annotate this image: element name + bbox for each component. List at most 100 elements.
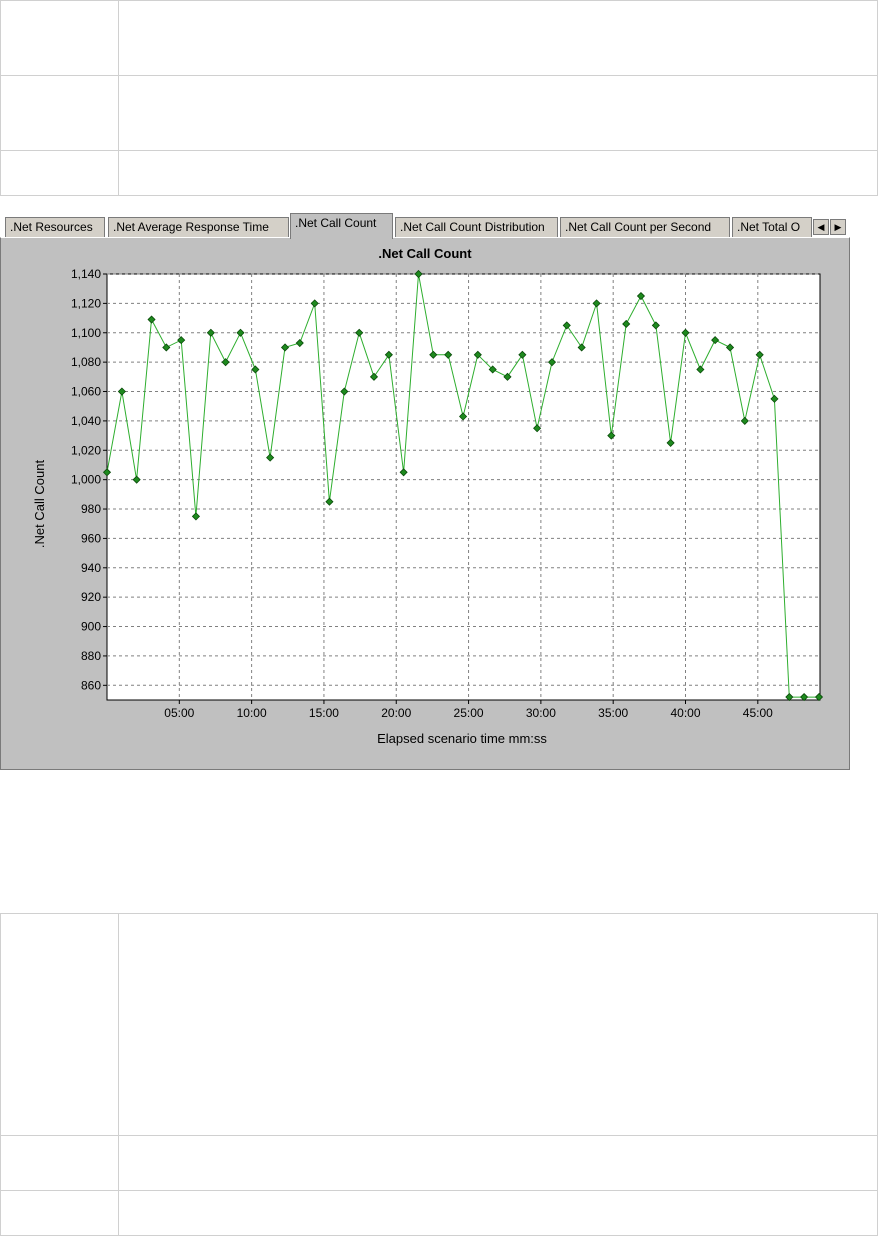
- y-axis-label: .Net Call Count: [32, 460, 47, 549]
- data-point: [384, 350, 393, 359]
- y-tick-label: 1,120: [71, 296, 101, 310]
- data-point: [236, 328, 245, 337]
- data-point: [681, 328, 690, 337]
- y-tick-label: 1,000: [71, 473, 101, 487]
- document-table-bottom: [0, 913, 878, 1236]
- data-point: [607, 431, 616, 440]
- data-point: [473, 350, 482, 359]
- y-tick-label: 1,020: [71, 443, 101, 457]
- net-call-count-chart: .Net Call Count 860 880 900 920 940 960 980 1,0…: [32, 246, 824, 746]
- data-point: [266, 453, 275, 462]
- data-point: [355, 328, 364, 337]
- tab-scroll-right-button[interactable]: ▶: [830, 219, 846, 235]
- table-cell: [0, 75, 119, 151]
- y-tick-label: 960: [81, 531, 101, 545]
- x-tick-label: 35:00: [598, 706, 628, 720]
- data-point: [429, 350, 438, 359]
- y-tick-label: 1,140: [71, 267, 101, 281]
- data-point: [651, 321, 660, 330]
- y-tick-label: 940: [81, 561, 101, 575]
- data-points: [102, 269, 824, 702]
- data-point: [562, 321, 571, 330]
- data-point: [162, 343, 171, 352]
- data-point: [325, 497, 334, 506]
- tab-net-average-response-time[interactable]: .Net Average Response Time: [108, 217, 289, 237]
- x-tick-label: 40:00: [670, 706, 700, 720]
- table-cell: [0, 150, 119, 196]
- x-tick-label: 45:00: [743, 706, 773, 720]
- data-point: [800, 692, 809, 702]
- data-point: [547, 358, 557, 367]
- data-point: [369, 372, 379, 381]
- tab-net-call-count-per-second[interactable]: .Net Call Count per Second: [560, 217, 730, 237]
- data-point: [503, 372, 512, 381]
- x-tick-label: 10:00: [237, 706, 267, 720]
- data-point: [711, 336, 720, 345]
- data-point: [592, 299, 601, 308]
- arrow-right-icon: ▶: [834, 222, 842, 232]
- data-point: [814, 692, 824, 702]
- document-table-top: [0, 0, 878, 196]
- data-point: [177, 336, 186, 345]
- table-cell: [118, 913, 878, 1136]
- y-tick-label: 860: [81, 678, 101, 692]
- table-cell: [0, 913, 119, 1136]
- x-tick-label: 15:00: [309, 706, 339, 720]
- data-point: [310, 299, 319, 308]
- table-cell: [118, 1135, 878, 1191]
- table-cell: [0, 1135, 119, 1191]
- data-point: [770, 394, 779, 403]
- data-point: [696, 365, 705, 374]
- grid-lines: [107, 273, 820, 700]
- tab-net-resources[interactable]: .Net Resources: [5, 217, 105, 237]
- tab-net-call-count[interactable]: .Net Call Count: [290, 213, 393, 239]
- data-point: [280, 343, 290, 352]
- data-point: [636, 291, 646, 301]
- x-tick-label: 30:00: [526, 706, 556, 720]
- data-point: [533, 424, 542, 433]
- data-point: [666, 438, 675, 447]
- x-tick-label: 05:00: [164, 706, 194, 720]
- y-tick-label: 1,080: [71, 355, 101, 369]
- data-point: [622, 319, 631, 329]
- x-tick-label: 25:00: [454, 706, 484, 720]
- data-point: [102, 468, 112, 477]
- data-point: [725, 343, 735, 352]
- data-point: [251, 365, 260, 374]
- tab-net-call-count-distribution[interactable]: .Net Call Count Distribution: [395, 217, 558, 237]
- table-cell: [118, 75, 878, 151]
- data-point: [206, 328, 215, 337]
- table-cell: [0, 0, 119, 76]
- y-tick-label: 880: [81, 649, 101, 663]
- y-tick-label: 900: [81, 620, 101, 634]
- data-point: [518, 350, 527, 359]
- data-point: [755, 350, 764, 359]
- data-point: [117, 387, 126, 396]
- data-point: [785, 692, 794, 702]
- x-axis-label: Elapsed scenario time mm:ss: [377, 731, 547, 746]
- data-point: [459, 412, 468, 421]
- data-point: [444, 350, 453, 359]
- plot-area: [106, 273, 821, 701]
- data-point: [340, 387, 349, 396]
- y-axis-ticks: 860 880 900 920 940 960 980 1,000 1,020 1,040 1,06…: [71, 267, 107, 692]
- y-tick-label: 1,040: [71, 414, 101, 428]
- tab-scroll-left-button[interactable]: ◀: [813, 219, 829, 235]
- data-point: [295, 338, 304, 348]
- y-tick-label: 1,100: [71, 326, 101, 340]
- graph-tab-bar: .Net Resources .Net Average Response Tim…: [0, 212, 850, 239]
- y-tick-label: 980: [81, 502, 101, 516]
- y-tick-label: 920: [81, 590, 101, 604]
- table-cell: [118, 0, 878, 76]
- x-axis-ticks: 05:00 10:00 15:00 20:00 25:00 30:00 35:00 40:00…: [164, 700, 773, 720]
- x-tick-label: 20:00: [381, 706, 411, 720]
- table-cell: [118, 150, 878, 196]
- data-point: [221, 358, 230, 367]
- tab-net-total[interactable]: .Net Total O: [732, 217, 812, 237]
- data-point: [414, 269, 423, 279]
- data-point: [399, 468, 408, 477]
- data-point: [147, 315, 156, 324]
- data-point: [740, 416, 749, 425]
- data-point: [577, 343, 586, 352]
- data-point: [488, 365, 497, 374]
